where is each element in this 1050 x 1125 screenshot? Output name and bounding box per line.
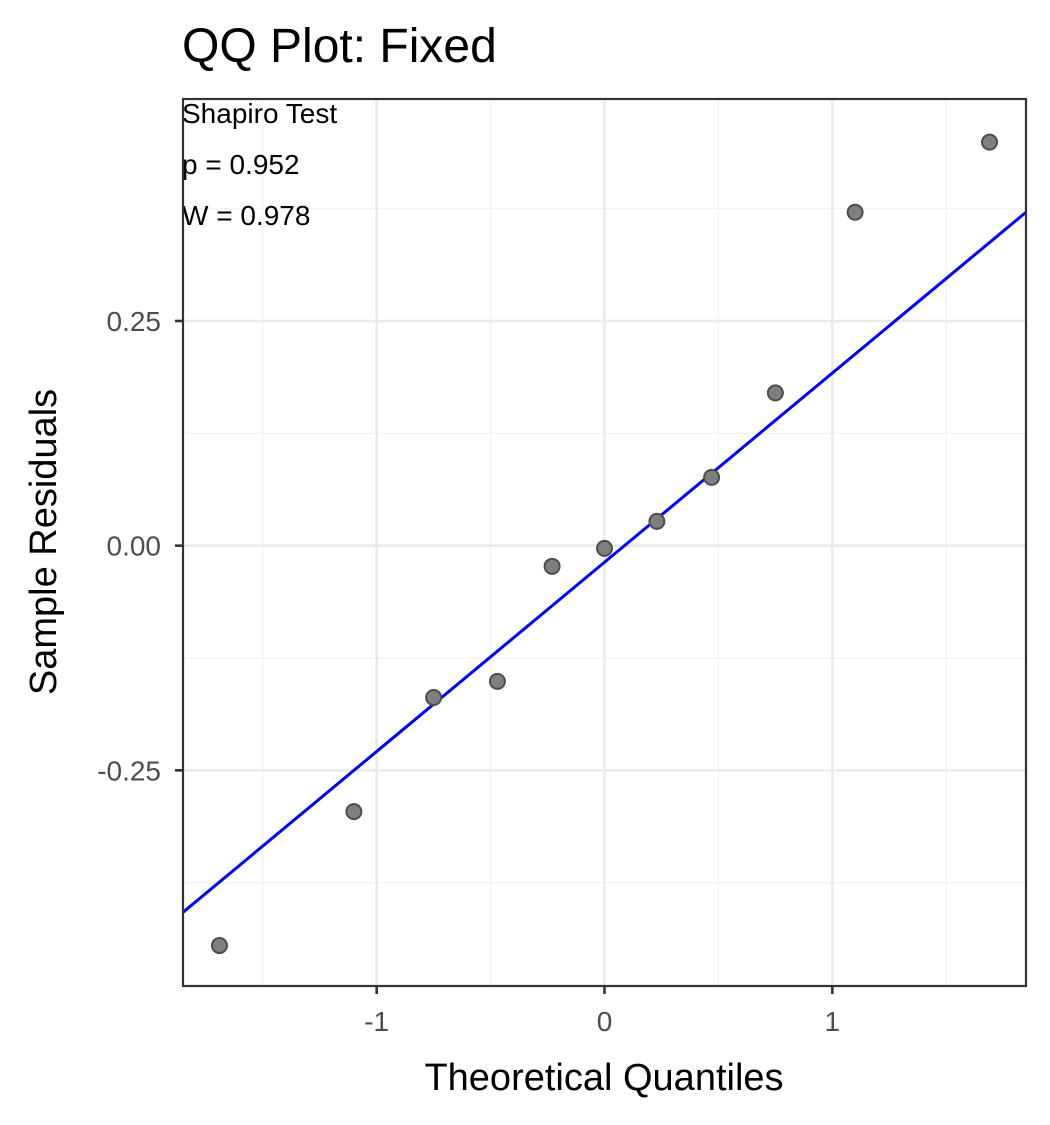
- data-point: [345, 803, 363, 821]
- annotation-p-value: p = 0.952: [182, 149, 300, 180]
- plot-panel: Shapiro Test p = 0.952 W = 0.978: [181, 97, 1028, 988]
- chart-title: QQ Plot: Fixed: [182, 20, 497, 73]
- x-tick-label: 1: [825, 1006, 841, 1037]
- x-tick-label: -1: [364, 1006, 389, 1037]
- data-point: [648, 512, 666, 530]
- y-axis: -0.25 0.00 0.25: [97, 306, 183, 786]
- reference-line: [182, 211, 1027, 914]
- data-point: [543, 557, 561, 575]
- y-axis-title: Sample Residuals: [23, 389, 65, 695]
- y-tick-label: -0.25: [97, 755, 161, 786]
- data-point: [766, 384, 784, 402]
- y-tick-label: 0.00: [107, 531, 162, 562]
- x-axis-title: Theoretical Quantiles: [424, 1057, 783, 1099]
- data-points: [210, 133, 999, 955]
- y-tick-label: 0.25: [107, 306, 162, 337]
- data-point: [425, 689, 443, 707]
- data-point: [846, 203, 864, 221]
- x-tick-label: 0: [597, 1006, 613, 1037]
- data-point: [981, 133, 999, 151]
- data-point: [703, 468, 721, 486]
- data-point: [210, 937, 228, 955]
- x-axis: -1 0 1: [364, 986, 840, 1037]
- shapiro-annotation: Shapiro Test p = 0.952 W = 0.978: [182, 98, 337, 231]
- data-point: [488, 672, 506, 690]
- data-point: [596, 539, 613, 557]
- annotation-heading: Shapiro Test: [182, 98, 337, 129]
- annotation-w-statistic: W = 0.978: [182, 200, 310, 231]
